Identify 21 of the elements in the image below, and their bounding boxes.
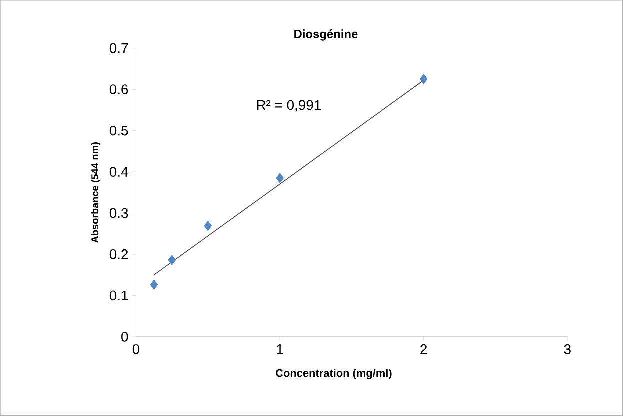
y-tick-label: 0.2 (110, 249, 128, 260)
y-tick-label: 0.6 (110, 84, 128, 94)
y-tick-label: 0.5 (110, 126, 128, 136)
chart-title: Diosgénine (294, 29, 358, 41)
y-tick-label: 0.7 (110, 43, 128, 54)
x-tick-label: 3 (564, 344, 571, 354)
x-axis-title: Concentration (mg/ml) (276, 368, 392, 380)
point (276, 172, 284, 184)
x-tick-label: 2 (420, 344, 428, 354)
x-tick-label: 0 (132, 344, 140, 354)
y-tick-label: 0.4 (110, 166, 128, 177)
point (204, 220, 212, 232)
y-tick-label: 0 (122, 332, 128, 342)
y-tick-label: 0.3 (110, 208, 128, 218)
annotation: R² = 0,991 (257, 100, 321, 112)
y-tick-label: 0.1 (110, 290, 128, 301)
y-axis-title: Absorbance (544 nm) (91, 142, 101, 243)
point (168, 254, 176, 266)
x-tick-label: 1 (277, 344, 284, 354)
point (420, 74, 428, 84)
point (150, 280, 158, 290)
